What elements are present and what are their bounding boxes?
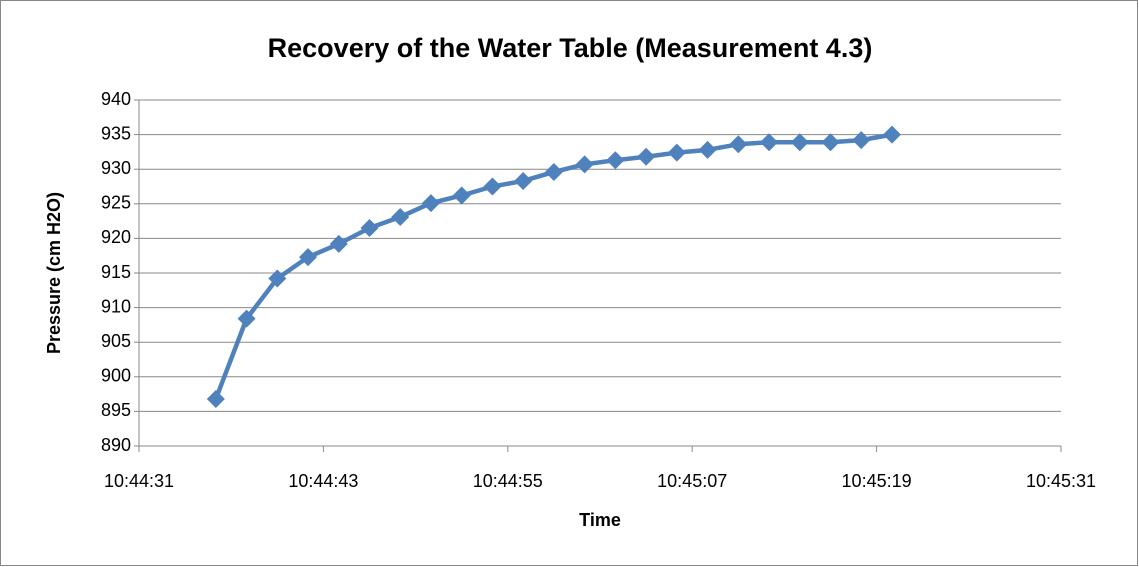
x-tick-label: 10:45:31: [1026, 471, 1096, 491]
chart-title: Recovery of the Water Table (Measurement…: [268, 33, 873, 63]
marker: [299, 248, 318, 267]
x-tick-label: 10:45:19: [842, 471, 912, 491]
marker: [790, 133, 809, 152]
marker: [268, 269, 287, 288]
marker: [667, 143, 686, 162]
marker: [483, 177, 502, 196]
y-tick-label: 940: [101, 89, 131, 109]
y-tick-label: 925: [101, 193, 131, 213]
x-tick-label: 10:45:07: [657, 471, 727, 491]
y-axis-title: Pressure (cm H2O): [44, 192, 64, 354]
marker: [452, 186, 471, 205]
y-tick-label: 930: [101, 158, 131, 178]
marker: [760, 133, 779, 152]
marker: [729, 135, 748, 154]
marker: [421, 194, 440, 213]
marker: [606, 151, 625, 170]
y-tick-label: 915: [101, 262, 131, 282]
marker: [206, 389, 225, 408]
y-tick-label: 920: [101, 227, 131, 247]
marker: [237, 309, 256, 328]
y-tick-label: 935: [101, 123, 131, 143]
x-tick-label: 10:44:55: [473, 471, 543, 491]
marker: [514, 171, 533, 190]
marker: [821, 133, 840, 152]
x-tick-label: 10:44:31: [104, 471, 174, 491]
marker: [575, 155, 594, 174]
marker: [544, 162, 563, 181]
marker: [329, 234, 348, 253]
y-tick-label: 895: [101, 400, 131, 420]
marker: [698, 140, 717, 159]
y-tick-label: 890: [101, 435, 131, 455]
x-tick-label: 10:44:43: [288, 471, 358, 491]
marker: [852, 131, 871, 150]
y-tick-label: 910: [101, 296, 131, 316]
marker: [391, 207, 410, 226]
marker: [637, 147, 656, 166]
y-tick-label: 905: [101, 331, 131, 351]
y-tick-label: 900: [101, 366, 131, 386]
marker: [882, 125, 901, 144]
marker: [360, 219, 379, 238]
x-axis-title: Time: [579, 510, 621, 530]
